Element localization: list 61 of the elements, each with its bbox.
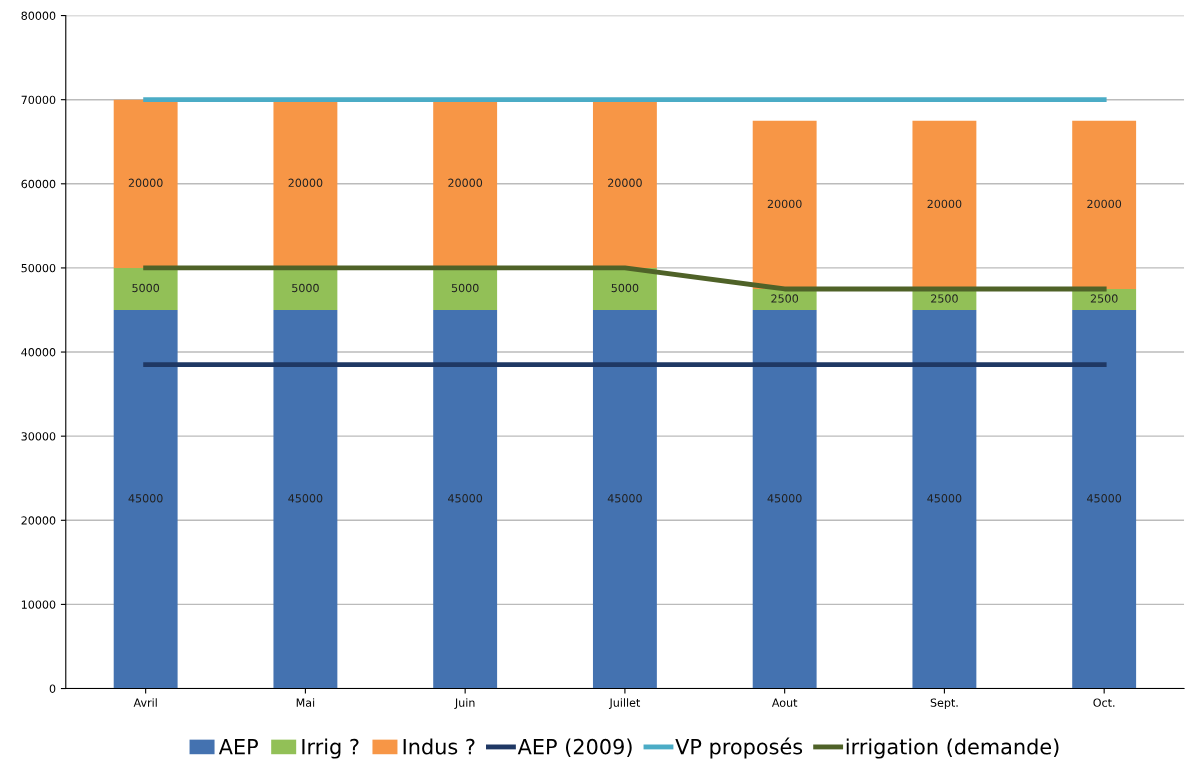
data-label: 45000 [927, 494, 962, 503]
x-tick-label: Avril [133, 698, 157, 707]
y-tick-label: 20000 [21, 516, 56, 525]
data-label: 20000 [128, 178, 163, 188]
data-label: 20000 [448, 178, 483, 188]
x-tick-label: Oct. [1093, 698, 1115, 707]
y-tick-label: 10000 [21, 600, 56, 609]
data-label: 2500 [931, 294, 958, 303]
data-label: 5000 [611, 283, 639, 293]
bar [273, 267, 338, 310]
bar [912, 120, 977, 289]
x-tick-label: Sept. [930, 698, 958, 710]
y-tick-label: 70000 [21, 95, 56, 105]
data-label: 5000 [132, 283, 160, 293]
legend-label: irrigation (demande) [846, 738, 1059, 759]
data-label: 45000 [128, 494, 163, 503]
data-label: 20000 [288, 178, 323, 188]
bar [752, 309, 817, 689]
bar [1072, 309, 1137, 689]
bar [592, 267, 657, 310]
y-tick-label: 30000 [21, 432, 56, 441]
bar [1072, 120, 1137, 289]
data-label: 45000 [767, 494, 802, 503]
y-tick-label: 50000 [21, 263, 56, 273]
data-label: 45000 [288, 494, 323, 503]
legend-label: AEP (2009) [517, 738, 632, 757]
bar [433, 309, 498, 689]
legend-label: AEP [218, 739, 258, 755]
bar [113, 99, 178, 268]
data-label: 45000 [448, 494, 483, 503]
data-label: 2500 [771, 294, 799, 303]
bar [433, 99, 498, 268]
data-label: 5000 [451, 283, 479, 293]
bar [752, 120, 817, 289]
legend-label: VP proposés [675, 737, 803, 759]
bar [433, 267, 498, 310]
x-tick-label: Mai [296, 698, 315, 707]
x-tick-label: Juillet [608, 698, 641, 709]
bar [592, 99, 657, 268]
y-tick-label: 60000 [21, 179, 56, 189]
bar [273, 99, 338, 268]
data-label: 20000 [767, 199, 802, 209]
data-label: 20000 [927, 199, 962, 209]
bar [113, 309, 178, 689]
data-label: 5000 [292, 283, 319, 293]
data-label: 45000 [1087, 494, 1122, 503]
data-label: 20000 [1087, 199, 1122, 209]
y-tick-label: 80000 [21, 11, 56, 20]
x-tick-label: Aout [771, 698, 798, 707]
y-tick-label: 0 [49, 684, 56, 693]
data-label: 20000 [608, 178, 642, 188]
y-tick-label: 40000 [21, 348, 56, 357]
data-label: 2500 [1090, 294, 1118, 303]
bar [592, 309, 657, 689]
x-tick-label: Juin [454, 698, 475, 709]
legend-label: Irrig ? [302, 738, 359, 759]
legend-label: Indus ? [403, 738, 475, 755]
bar [113, 267, 178, 310]
bar [273, 309, 338, 689]
data-label: 45000 [607, 494, 642, 503]
bar [912, 309, 977, 689]
